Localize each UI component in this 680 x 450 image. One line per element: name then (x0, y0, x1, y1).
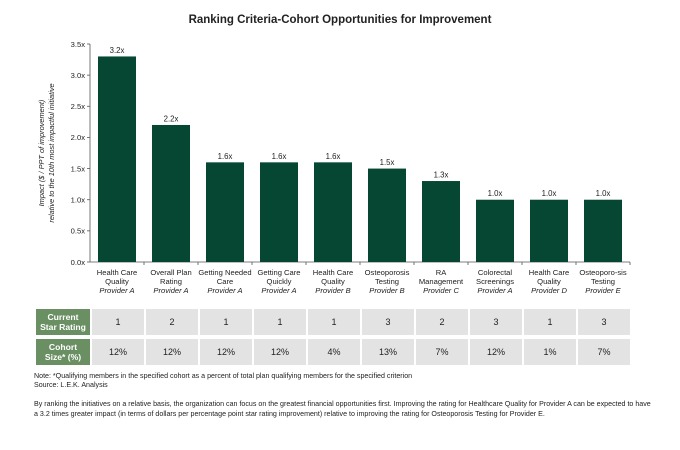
bar-data-label: 3.2x (110, 46, 125, 55)
table-cell: 1 (524, 309, 576, 335)
bar-data-label: 1.6x (272, 152, 287, 161)
table-cell: 12% (254, 339, 306, 365)
category-name: Osteoporosis Testing (364, 268, 410, 287)
category-label: Getting Care Quickly Provider A (252, 268, 306, 296)
source-text: Source: L.E.K. Analysis (34, 381, 108, 390)
bar (98, 56, 136, 263)
table-cell: 1 (308, 309, 360, 335)
bar-data-label: 1.3x (434, 171, 449, 180)
category-name: Getting Needed Care (198, 268, 252, 287)
y-axis-label: Impact ($ / PPT of improvement) (37, 99, 46, 206)
table-cell: 2 (146, 309, 198, 335)
table-cell: 1 (92, 309, 144, 335)
bar (584, 199, 622, 262)
category-label: RA Management Provider C (414, 268, 468, 296)
category-provider: Provider A (261, 286, 297, 296)
category-provider: Provider A (477, 286, 513, 296)
y-tick-label: 3.0x (71, 71, 86, 80)
category-provider: Provider A (153, 286, 189, 296)
bar-chart: 0.0x 0.5x 1.0x 1.5x 2.0x 2.5x 3.0x 3.5x Impact (… (37, 40, 631, 267)
category-label: Health Care Quality Provider D (522, 268, 576, 296)
bar-data-label: 2.2x (164, 114, 179, 123)
table-row-header: Current Star Rating (36, 309, 90, 335)
category-label: Osteoporosis Testing Provider B (360, 268, 414, 296)
category-provider: Provider B (369, 286, 405, 296)
bar-data-label: 1.5x (380, 158, 395, 167)
description-text: By ranking the initiatives on a relative… (34, 400, 651, 418)
table-cell: 12% (470, 339, 522, 365)
bar (206, 162, 244, 262)
table-cell: 2 (416, 309, 468, 335)
bar (314, 162, 352, 262)
chart-title: Ranking Criteria-Cohort Opportunities fo… (188, 14, 492, 26)
category-provider: Provider E (585, 286, 621, 296)
category-label: Getting Needed Care Provider A (198, 268, 252, 296)
y-tick-label: 1.5x (71, 164, 86, 173)
bar (530, 199, 568, 262)
table-row-header: Cohort Size* (%) (36, 339, 90, 365)
bar (152, 124, 190, 262)
table-cell: 12% (146, 339, 198, 365)
table-cell: 7% (416, 339, 468, 365)
bar (422, 181, 460, 262)
category-name: Osteoporo-sis Testing (579, 268, 627, 287)
table-cell: 4% (308, 339, 360, 365)
note-text: Note: *Qualifying members in the specifi… (34, 372, 413, 380)
table-row-header-text: Current Star Rating (40, 312, 86, 332)
category-provider: Provider B (315, 286, 351, 296)
bar-data-label: 1.6x (218, 152, 233, 161)
bar (368, 168, 406, 262)
category-name: RA Management (418, 268, 464, 287)
bar-data-label: 1.0x (488, 189, 503, 198)
bar (260, 162, 298, 262)
table-row: Cohort Size* (%) 12% 12% 12% 12% 4% 13% 7% 12% 1% 7… (36, 339, 630, 365)
table-cell: 12% (200, 339, 252, 365)
table-row: Current Star Rating 1 2 1 1 1 3 2 3 1 3 (36, 309, 630, 335)
bar-data-label: 1.0x (596, 189, 611, 198)
category-name: Health Care Quality (528, 268, 570, 287)
bar-data-label: 1.0x (542, 189, 557, 198)
table-cell: 3 (362, 309, 414, 335)
bar (476, 199, 514, 262)
table-row-header-text: Cohort Size* (%) (44, 342, 82, 362)
category-name: Health Care Quality (312, 268, 354, 287)
y-tick-label: 3.5x (71, 40, 86, 49)
table-cell: 3 (578, 309, 630, 335)
category-provider: Provider A (99, 286, 135, 296)
table-cell: 13% (362, 339, 414, 365)
category-provider: Provider C (423, 286, 459, 296)
table-cell: 1 (254, 309, 306, 335)
y-tick-label: 2.5x (71, 102, 86, 111)
y-tick-label: 1.0x (71, 196, 86, 205)
category-label: Colorectal Screenings Provider A (468, 268, 522, 296)
table-cell: 7% (578, 339, 630, 365)
category-provider: Provider A (207, 286, 243, 296)
table-cell: 1% (524, 339, 576, 365)
category-label: Health Care Quality Provider B (306, 268, 360, 296)
y-tick-label: 0.5x (71, 227, 86, 236)
table-cell: 12% (92, 339, 144, 365)
bar-data-label: 1.6x (326, 152, 341, 161)
category-name: Getting Care Quickly (257, 268, 301, 287)
y-tick-label: 2.0x (71, 133, 86, 142)
category-label: Osteoporo-sis Testing Provider E (576, 268, 630, 296)
y-axis-label: relative to the 10th most impactful init… (47, 83, 56, 222)
category-name: Overall Plan Rating (150, 268, 192, 287)
table-cell: 3 (470, 309, 522, 335)
table-cell: 1 (200, 309, 252, 335)
category-provider: Provider D (531, 286, 567, 296)
y-tick-label: 0.0x (71, 258, 86, 267)
category-label: Overall Plan Rating Provider A (144, 268, 198, 296)
category-name: Health Care Quality (96, 268, 138, 287)
notes: Note: *Qualifying members in the specifi… (34, 372, 654, 391)
category-name: Colorectal Screenings (476, 268, 514, 287)
category-label: Health Care Quality Provider A (90, 268, 144, 296)
